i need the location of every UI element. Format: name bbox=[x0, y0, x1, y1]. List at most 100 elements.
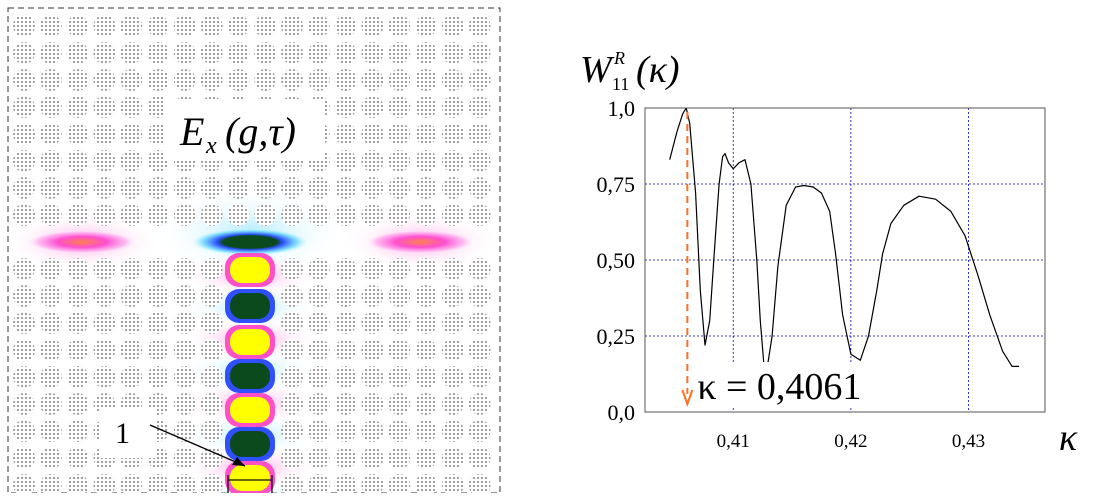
rod bbox=[227, 177, 250, 199]
rod bbox=[39, 69, 62, 91]
rod bbox=[281, 204, 303, 226]
rod bbox=[468, 69, 491, 91]
rod bbox=[388, 15, 411, 37]
rod bbox=[307, 177, 330, 199]
rod bbox=[441, 474, 464, 496]
x-tick-label: 0,43 bbox=[952, 431, 985, 452]
rod bbox=[173, 177, 196, 199]
rod bbox=[66, 420, 89, 442]
rod bbox=[66, 150, 89, 172]
rod bbox=[281, 258, 303, 280]
rod bbox=[93, 474, 116, 496]
rod bbox=[39, 312, 62, 334]
rod bbox=[66, 96, 89, 118]
rod bbox=[388, 420, 411, 442]
rod bbox=[120, 258, 143, 280]
rod bbox=[120, 474, 143, 496]
rod bbox=[93, 204, 116, 226]
rod bbox=[361, 96, 384, 118]
rod bbox=[388, 285, 411, 307]
rod bbox=[468, 339, 491, 361]
x-tick-label: 0,41 bbox=[717, 431, 750, 452]
chart-title-sup: R bbox=[613, 48, 625, 68]
rod bbox=[307, 258, 330, 280]
chart-panel: W R 11 (κ) 0,0 0,25 0,50 0,75 1,0 0,41 0,42 0,43 κ … bbox=[540, 0, 1093, 493]
field-label-args: (g,τ) bbox=[225, 109, 296, 154]
rod bbox=[281, 420, 303, 442]
annotation-arrowhead bbox=[681, 389, 694, 407]
rod bbox=[200, 15, 223, 37]
y-tick-label: 1,0 bbox=[608, 96, 636, 121]
rod bbox=[66, 177, 89, 199]
rod bbox=[361, 447, 384, 469]
rod bbox=[39, 420, 62, 442]
y-tick-label: 0,0 bbox=[608, 400, 636, 425]
rod bbox=[147, 474, 169, 496]
rod bbox=[361, 204, 384, 226]
rod bbox=[307, 15, 330, 37]
rod bbox=[120, 15, 143, 37]
rod bbox=[281, 447, 303, 469]
rod bbox=[281, 339, 303, 361]
rod bbox=[66, 339, 89, 361]
rod bbox=[66, 447, 89, 469]
rod bbox=[120, 177, 143, 199]
rod bbox=[93, 123, 116, 145]
rod bbox=[39, 339, 62, 361]
rod bbox=[147, 69, 169, 91]
rod bbox=[200, 420, 223, 442]
rod bbox=[334, 69, 357, 91]
rod bbox=[468, 204, 491, 226]
rod bbox=[173, 393, 196, 415]
rod bbox=[173, 447, 196, 469]
rod bbox=[361, 420, 384, 442]
rod bbox=[334, 258, 357, 280]
rod bbox=[147, 285, 169, 307]
rod bbox=[227, 15, 250, 37]
rod bbox=[147, 204, 169, 226]
rod bbox=[227, 69, 250, 91]
rod bbox=[415, 123, 437, 145]
rod bbox=[39, 366, 62, 388]
rod bbox=[120, 366, 143, 388]
rod bbox=[120, 339, 143, 361]
rod bbox=[415, 285, 437, 307]
rod bbox=[120, 285, 143, 307]
rod bbox=[281, 285, 303, 307]
rod bbox=[13, 150, 35, 172]
rod bbox=[147, 123, 169, 145]
rod bbox=[468, 123, 491, 145]
rod bbox=[93, 177, 116, 199]
rod bbox=[147, 15, 169, 37]
rod bbox=[441, 69, 464, 91]
field-spot-negative bbox=[230, 363, 270, 389]
rod bbox=[307, 339, 330, 361]
rod bbox=[147, 339, 169, 361]
rod bbox=[147, 150, 169, 172]
rod bbox=[361, 312, 384, 334]
rod bbox=[93, 150, 116, 172]
rod bbox=[415, 42, 437, 64]
rod bbox=[147, 312, 169, 334]
rod bbox=[361, 366, 384, 388]
rod bbox=[39, 204, 62, 226]
rod bbox=[13, 69, 35, 91]
rod bbox=[468, 312, 491, 334]
rod bbox=[441, 258, 464, 280]
rod bbox=[120, 312, 143, 334]
rod bbox=[415, 69, 437, 91]
rod bbox=[254, 69, 277, 91]
rod bbox=[415, 204, 437, 226]
rod bbox=[361, 123, 384, 145]
rod bbox=[307, 474, 330, 496]
rod bbox=[173, 420, 196, 442]
chart-title-sub: 11 bbox=[612, 74, 629, 94]
x-axis-label: κ bbox=[1059, 417, 1078, 459]
rod bbox=[147, 366, 169, 388]
rod bbox=[13, 393, 35, 415]
rod bbox=[39, 474, 62, 496]
field-spot-negative bbox=[230, 431, 270, 457]
rod bbox=[334, 447, 357, 469]
rod bbox=[254, 204, 277, 226]
rod bbox=[415, 96, 437, 118]
